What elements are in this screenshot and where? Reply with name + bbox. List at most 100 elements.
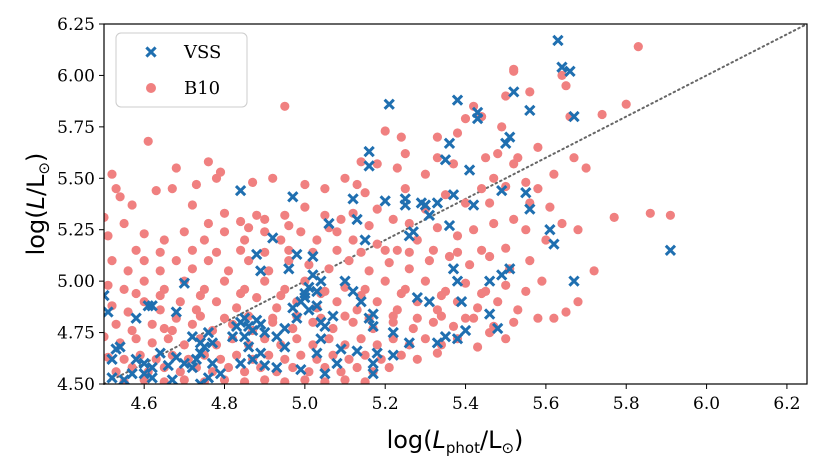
b10-point	[163, 334, 173, 344]
b10-point	[215, 167, 226, 177]
vss-point	[451, 94, 464, 106]
b10-point	[139, 229, 149, 239]
b10-point	[328, 350, 338, 360]
b10-point	[320, 184, 330, 194]
b10-point	[509, 66, 519, 76]
vss-point	[311, 347, 323, 359]
y-tick-label: 5.25	[57, 221, 95, 241]
b10-point	[131, 288, 141, 299]
b10-point	[460, 278, 471, 288]
b10-point	[252, 293, 262, 303]
b10-point	[477, 184, 487, 194]
b10-point	[432, 348, 442, 358]
b10-point	[219, 227, 230, 237]
vss-point	[214, 368, 227, 380]
vss-point	[383, 98, 395, 110]
vss-point	[319, 368, 331, 380]
vss-point	[504, 131, 516, 143]
b10-point	[147, 319, 157, 329]
reference-line-layer	[103, 23, 808, 385]
vss-point	[202, 326, 215, 339]
vss-point	[500, 137, 512, 149]
b10-point	[420, 169, 430, 179]
vss-point	[439, 154, 452, 166]
vss-point	[170, 306, 182, 318]
x-tick-label: 4.8	[211, 394, 238, 414]
vss-point	[194, 337, 207, 349]
b10-point	[139, 276, 149, 286]
b10-point	[203, 157, 213, 167]
b10-point	[280, 210, 290, 220]
vss-point	[423, 296, 436, 308]
b10-point	[489, 218, 499, 229]
b10-point	[211, 297, 222, 307]
vss-point	[106, 353, 118, 365]
b10-point	[232, 303, 242, 313]
legend-vss-label: VSS	[183, 42, 221, 63]
x-tick-label: 5.0	[291, 394, 318, 414]
b10-point	[645, 208, 655, 218]
b10-point	[440, 190, 451, 200]
legend-vss-marker	[145, 46, 157, 58]
b10-point	[131, 245, 141, 255]
b10-point	[187, 245, 197, 255]
b10-point	[332, 297, 342, 307]
vss-point	[524, 203, 536, 215]
y-tick-label: 4.75	[57, 324, 95, 344]
b10-point	[380, 276, 390, 286]
b10-point	[123, 266, 133, 276]
y-tick-label: 4.50	[57, 375, 95, 395]
b10-point	[448, 159, 459, 169]
b10-point	[396, 350, 406, 360]
vss-point	[287, 302, 299, 314]
b10-point	[308, 340, 318, 350]
b10-point	[428, 317, 438, 327]
b10-point	[332, 245, 342, 255]
b10-point	[219, 208, 230, 218]
vss-point	[194, 378, 207, 384]
b10-point	[392, 245, 402, 255]
b10-point	[469, 313, 479, 323]
b10-point	[412, 313, 422, 323]
y-tick-label: 5.75	[57, 118, 95, 138]
b10-point	[549, 169, 559, 179]
b10-point	[167, 184, 177, 194]
b10-point	[104, 332, 109, 342]
vss-point	[271, 331, 283, 343]
vss-point	[104, 289, 110, 302]
b10-point	[203, 256, 213, 266]
b10-point	[244, 256, 254, 266]
b10-point	[424, 256, 434, 266]
b10-point	[432, 223, 442, 233]
vss-point	[492, 322, 504, 335]
b10-point	[119, 354, 129, 364]
y-tick-label: 6.00	[57, 66, 95, 86]
vss-point	[234, 184, 247, 197]
b10-point	[573, 297, 583, 307]
vss-point	[483, 308, 496, 320]
b10-point	[372, 239, 382, 249]
vss-point	[367, 368, 379, 380]
b10-point	[589, 266, 599, 276]
b10-point	[404, 264, 414, 274]
vss-point	[447, 263, 460, 275]
vss-point	[311, 285, 323, 298]
b10-point	[175, 297, 185, 307]
vss-point	[186, 361, 199, 374]
x-axis-label: log(Lphot/L⊙)	[387, 426, 524, 457]
b10-point	[223, 266, 234, 276]
b10-point	[372, 204, 382, 214]
b10-point	[533, 313, 543, 323]
vss-point	[423, 209, 436, 221]
b10-point	[276, 235, 286, 245]
b10-point	[360, 377, 370, 384]
vss-point	[520, 187, 532, 199]
vss-point	[138, 357, 150, 370]
y-axis-label: log(L/L⊙)	[22, 153, 53, 256]
b10-point	[404, 247, 414, 257]
b10-point	[288, 362, 298, 373]
b10-point	[384, 258, 394, 268]
x-axis-ticks: 4.6 4.8 5.0 5.2 5.4 5.6 5.8 6.0 6.2	[131, 384, 800, 414]
vss-point	[267, 232, 279, 244]
b10-point	[175, 367, 185, 377]
